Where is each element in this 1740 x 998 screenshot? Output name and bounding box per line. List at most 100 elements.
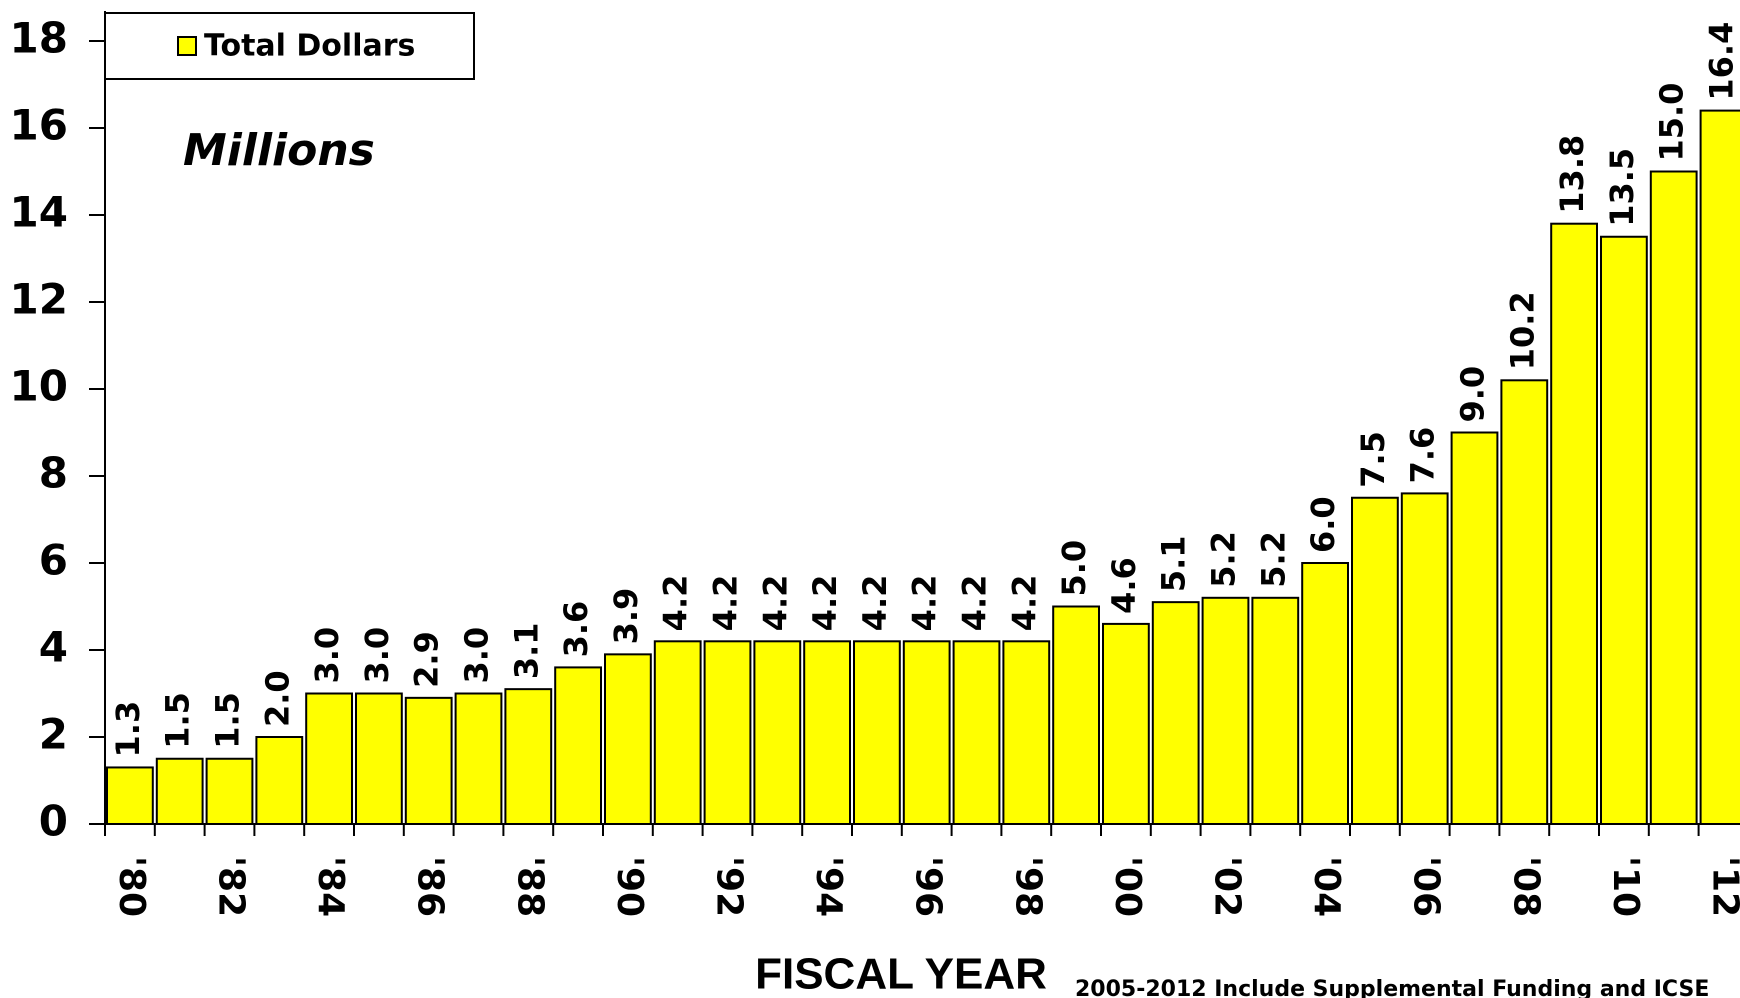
y-tick-label: 16 xyxy=(10,101,68,150)
bar xyxy=(305,692,354,825)
value-label: 4.2 xyxy=(1005,575,1043,632)
bar xyxy=(604,653,652,825)
bar xyxy=(902,640,951,825)
y-tick-label: 4 xyxy=(39,623,68,672)
y-tick-label: 2 xyxy=(39,710,68,759)
value-label: 15.0 xyxy=(1653,83,1691,162)
value-label: 4.2 xyxy=(756,575,794,632)
value-label: 7.5 xyxy=(1354,431,1392,488)
bar xyxy=(803,640,852,825)
value-label: 4.2 xyxy=(657,575,695,632)
value-label: 2.9 xyxy=(408,631,446,688)
y-tick-label: 10 xyxy=(10,362,68,411)
x-tick-label: '82 xyxy=(211,856,252,917)
value-label: 9.0 xyxy=(1454,366,1492,423)
value-label: 5.1 xyxy=(1155,535,1193,592)
bar xyxy=(1400,492,1449,825)
value-label: 7.6 xyxy=(1404,427,1442,484)
unit-label: Millions xyxy=(183,125,375,176)
value-label: 3.0 xyxy=(308,627,346,684)
x-tick-label: '94 xyxy=(808,856,849,917)
value-label: 4.2 xyxy=(856,575,894,632)
bar xyxy=(155,757,204,825)
value-label: 10.2 xyxy=(1503,291,1541,370)
value-label: 4.2 xyxy=(806,575,844,632)
bar xyxy=(504,688,553,826)
value-label: 6.0 xyxy=(1304,496,1342,553)
bar xyxy=(106,766,154,826)
bar xyxy=(952,640,1001,825)
x-tick-label: '04 xyxy=(1306,856,1347,917)
x-tick-label: '10 xyxy=(1605,856,1646,917)
bar xyxy=(1450,431,1499,825)
x-tick-label: '08 xyxy=(1505,856,1546,917)
x-tick-label: '80 xyxy=(111,856,152,917)
value-label: 16.4 xyxy=(1703,22,1740,101)
x-tick-label: '02 xyxy=(1207,856,1248,917)
bar xyxy=(1251,596,1300,825)
bar xyxy=(853,640,901,825)
bar xyxy=(1102,622,1150,826)
bar xyxy=(1600,235,1648,825)
y-tick-label: 12 xyxy=(10,275,68,324)
y-tick-label: 18 xyxy=(10,14,68,63)
bar xyxy=(1301,562,1349,825)
value-label: 4.6 xyxy=(1105,557,1143,614)
value-label: 3.9 xyxy=(607,588,645,645)
bar xyxy=(355,692,403,825)
footnote: 2005-2012 Include Supplemental Funding a… xyxy=(1075,977,1709,998)
bar xyxy=(404,696,453,825)
bar xyxy=(255,736,304,825)
bar xyxy=(1550,222,1598,825)
value-label: 5.2 xyxy=(1254,531,1292,588)
x-tick-label: '92 xyxy=(709,856,750,917)
value-label: 5.2 xyxy=(1205,531,1243,588)
y-tick-label: 0 xyxy=(39,797,68,846)
value-label: 1.5 xyxy=(209,692,247,749)
value-label: 1.5 xyxy=(159,692,197,749)
bar xyxy=(1351,496,1399,825)
x-tick-label: '98 xyxy=(1007,856,1048,917)
x-tick-label: '96 xyxy=(908,856,949,917)
value-label: 4.2 xyxy=(906,575,944,632)
bar xyxy=(653,640,702,825)
bar xyxy=(1151,601,1200,826)
bar xyxy=(1201,596,1250,825)
bar xyxy=(1052,605,1100,825)
bar xyxy=(703,640,752,825)
value-label: 3.6 xyxy=(557,601,595,658)
value-label: 4.2 xyxy=(956,575,994,632)
x-tick-label: '90 xyxy=(609,856,650,917)
x-tick-label: '86 xyxy=(410,856,451,917)
bar xyxy=(1649,170,1698,825)
x-tick-label: '12 xyxy=(1705,856,1740,917)
x-tick-label: '06 xyxy=(1406,856,1447,917)
bar xyxy=(1699,109,1740,826)
y-tick-label: 8 xyxy=(39,449,68,498)
value-label: 3.0 xyxy=(458,627,496,684)
value-label: 4.2 xyxy=(707,575,745,632)
bar xyxy=(554,666,603,826)
value-label: 3.0 xyxy=(358,627,396,684)
y-tick-label: 14 xyxy=(10,188,68,237)
legend-box xyxy=(104,12,475,80)
legend-label: Total Dollars xyxy=(204,29,415,64)
value-label: 1.3 xyxy=(109,701,147,758)
legend-swatch xyxy=(177,36,197,56)
value-label: 13.5 xyxy=(1603,148,1641,227)
value-label: 2.0 xyxy=(258,670,296,727)
value-label: 13.8 xyxy=(1553,135,1591,214)
x-tick-label: '84 xyxy=(310,856,351,917)
bar xyxy=(753,640,802,825)
x-axis-title: FISCAL YEAR xyxy=(755,950,1047,998)
value-label: 3.1 xyxy=(507,622,545,679)
x-tick-label: '00 xyxy=(1107,856,1148,917)
bar xyxy=(454,692,503,825)
bar xyxy=(205,757,254,825)
bar xyxy=(1002,640,1051,825)
value-label: 5.0 xyxy=(1055,540,1093,597)
x-tick-label: '88 xyxy=(509,856,550,917)
bar xyxy=(1500,379,1549,825)
y-tick-label: 6 xyxy=(39,536,68,585)
